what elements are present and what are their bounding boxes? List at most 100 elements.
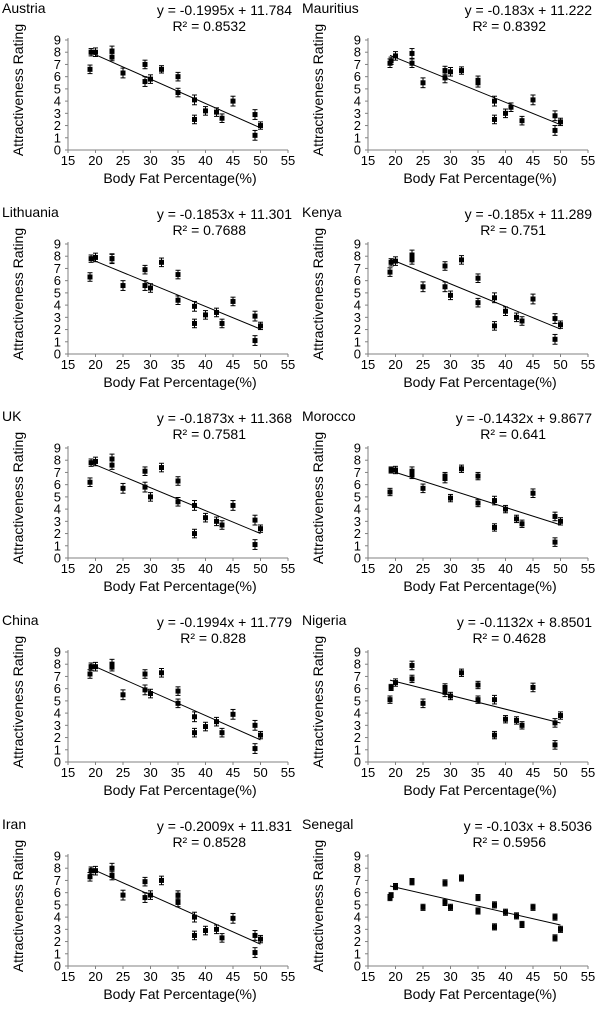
data-point [475, 682, 481, 688]
y-tick-label: 6 [354, 477, 361, 492]
data-point [442, 263, 448, 269]
x-tick-label: 25 [416, 561, 430, 576]
y-tick-label: 2 [54, 934, 61, 949]
data-point [530, 296, 536, 302]
data-point-group [448, 67, 453, 77]
x-tick-label: 15 [361, 357, 375, 372]
data-point-group [203, 106, 208, 116]
data-point [514, 913, 519, 919]
y-tick-label: 4 [54, 910, 61, 925]
data-point [109, 664, 115, 670]
data-point [475, 895, 481, 901]
data-point [230, 502, 236, 508]
trendline [89, 867, 261, 945]
data-point-group [252, 310, 258, 322]
data-point-group [109, 52, 115, 62]
data-point [258, 123, 263, 129]
data-point-group [503, 108, 508, 119]
y-tick-label: 9 [354, 441, 361, 456]
data-point-group [258, 121, 263, 130]
y-tick-label: 9 [54, 33, 61, 48]
data-point-group [109, 661, 115, 672]
x-tick-label: 45 [526, 969, 540, 984]
x-tick-label: 15 [361, 561, 375, 576]
x-tick-label: 20 [88, 765, 102, 780]
x-tick-label: 35 [171, 561, 185, 576]
y-tick-label: 7 [54, 669, 61, 684]
y-tick-label: 8 [354, 45, 361, 60]
y-tick-label: 0 [54, 959, 61, 974]
data-point-group [203, 310, 208, 320]
y-tick-label: 1 [54, 130, 61, 145]
data-point-group [388, 892, 394, 899]
x-tick-label: 20 [388, 153, 402, 168]
y-tick-label: 0 [354, 143, 361, 158]
x-tick-label: 35 [471, 561, 485, 576]
y-tick-label: 4 [354, 298, 361, 313]
x-tick-label: 50 [553, 357, 567, 372]
x-tick-label: 55 [281, 765, 295, 780]
x-tick-label: 45 [526, 153, 540, 168]
x-tick-label: 25 [116, 357, 130, 372]
data-point [459, 875, 464, 881]
y-tick-label: 1 [354, 334, 361, 349]
data-point-group [175, 698, 181, 709]
x-tick-label: 45 [226, 561, 240, 576]
data-point-group [420, 281, 426, 293]
data-point-group [252, 109, 258, 120]
chart-title: Morocco [302, 408, 356, 424]
data-point-group [87, 64, 93, 75]
data-point-group [459, 66, 464, 75]
x-tick-label: 45 [226, 357, 240, 372]
data-point-group [192, 500, 197, 511]
x-tick-label: 45 [226, 969, 240, 984]
data-point-group [530, 682, 536, 693]
y-tick-label: 2 [54, 118, 61, 133]
data-point [530, 904, 536, 910]
data-point [503, 716, 508, 722]
y-tick-label: 3 [54, 310, 61, 325]
x-tick-label: 30 [143, 153, 157, 168]
data-point-group [475, 273, 481, 283]
data-point-group [409, 255, 415, 265]
x-tick-label: 35 [171, 765, 185, 780]
x-tick-label: 20 [388, 765, 402, 780]
trendline [89, 663, 261, 741]
data-point [492, 498, 497, 504]
y-tick-label: 2 [354, 118, 361, 133]
chart-panel-china: China y = -0.1994x + 11.779 R² = 0.828 Body… [0, 612, 300, 816]
trendline-equation: y = -0.103x + 8.5036 [463, 818, 592, 834]
data-point-group [388, 56, 394, 65]
data-point [409, 472, 415, 478]
x-tick-label: 15 [61, 357, 75, 372]
data-point-group [558, 117, 563, 127]
x-axis-label: Body Fat Percentage(%) [103, 578, 257, 594]
x-tick-label: 35 [171, 969, 185, 984]
data-point-group [148, 74, 153, 84]
data-point-group [142, 481, 148, 493]
data-point [519, 521, 525, 527]
x-tick-label: 40 [198, 153, 212, 168]
data-point-group [442, 879, 448, 887]
data-point-group [109, 870, 115, 881]
data-point [448, 69, 453, 75]
data-point [492, 295, 497, 301]
data-point [552, 742, 558, 748]
data-point-group [475, 498, 481, 508]
data-point [409, 50, 415, 56]
x-tick-label: 30 [443, 561, 457, 576]
data-point [459, 257, 464, 263]
x-tick-label: 50 [253, 765, 267, 780]
data-point [475, 300, 481, 306]
data-point-group [475, 78, 481, 88]
x-axis-label: Body Fat Percentage(%) [403, 986, 557, 1002]
x-tick-label: 40 [498, 153, 512, 168]
data-point-group [552, 110, 558, 122]
x-axis-label: Body Fat Percentage(%) [403, 374, 557, 390]
y-tick-label: 7 [354, 261, 361, 276]
y-tick-label: 9 [354, 645, 361, 660]
data-point-group [558, 925, 563, 933]
data-point-group [420, 698, 426, 709]
